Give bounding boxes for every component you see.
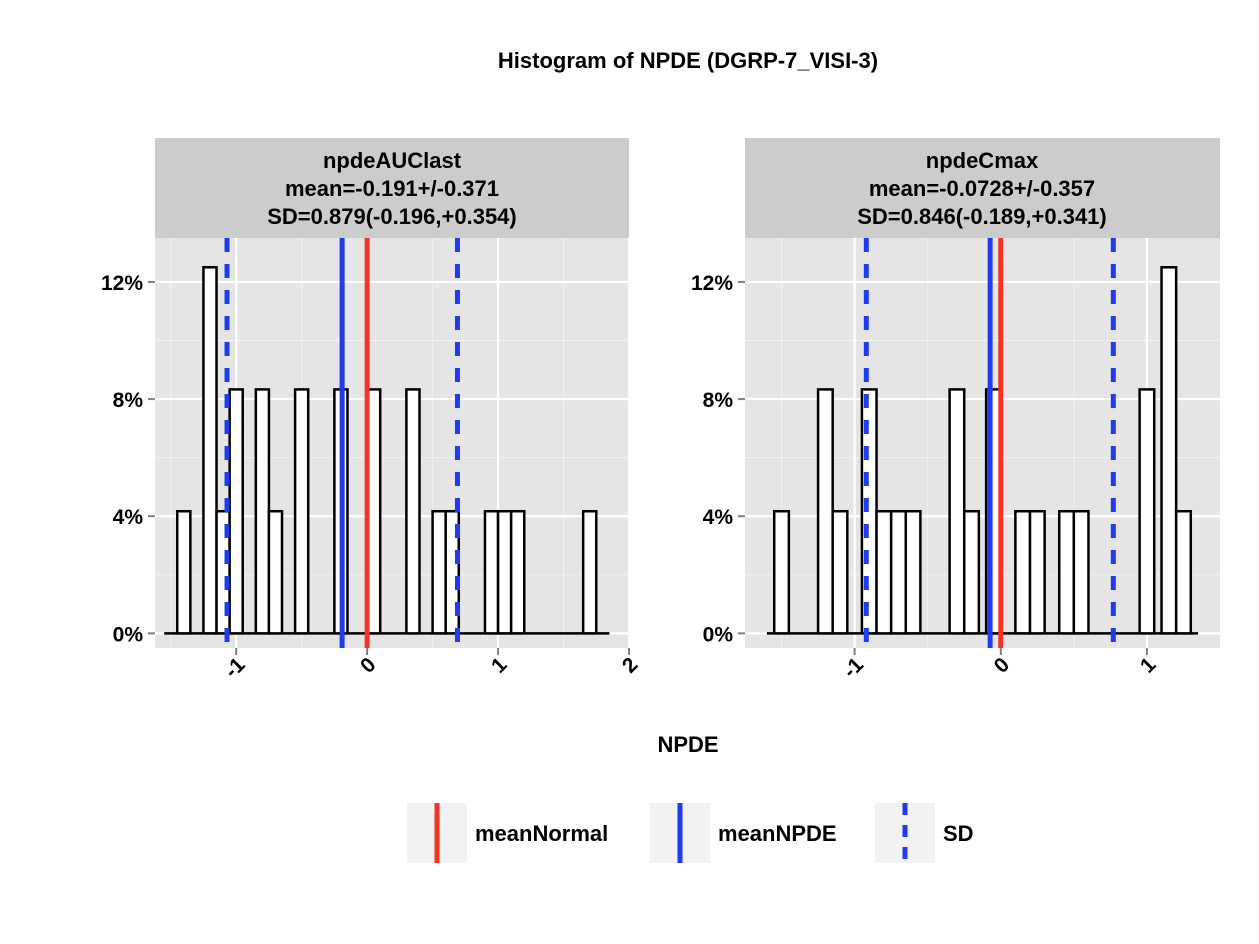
- legend-label-meannpde: meanNPDE: [718, 821, 837, 846]
- reference-lines: [224, 238, 460, 648]
- histogram-bar: [948, 388, 966, 635]
- x-tick-label: 2: [618, 653, 643, 678]
- y-tick-label: 8%: [113, 389, 144, 412]
- y-tick-label: 12%: [101, 272, 143, 295]
- y-tick-label: 0%: [113, 623, 144, 646]
- histogram-bar: [293, 388, 310, 635]
- legend-label-sd: SD: [943, 821, 974, 846]
- y-tick-label: 0%: [703, 623, 734, 646]
- histogram-bar: [405, 388, 421, 635]
- legend-item-meannormal: meanNormal: [407, 803, 608, 863]
- strip-background: [155, 138, 629, 238]
- y-axis: 0% 4% 8% 12%: [691, 272, 745, 646]
- histogram-bar: [228, 388, 244, 635]
- x-tick-label: 0: [356, 653, 381, 678]
- legend: meanNormal meanNPDE SD: [407, 803, 974, 863]
- x-axis: -1 0 1: [839, 648, 1161, 683]
- chart-title: Histogram of NPDE (DGRP-7_VISI-3): [498, 48, 878, 73]
- histogram-bar: [431, 509, 447, 635]
- x-tick-label: 0: [990, 653, 1015, 678]
- histogram-bar: [496, 509, 513, 635]
- x-axis: -1 0 1 2: [220, 648, 642, 683]
- histogram-bar: [1174, 509, 1193, 635]
- histogram-bar: [962, 509, 981, 635]
- histogram-bar: [483, 509, 500, 635]
- y-tick-label: 12%: [691, 272, 733, 295]
- x-tick-label: -1: [839, 653, 869, 683]
- histogram-bar: [1028, 509, 1046, 635]
- histogram-bar: [267, 509, 284, 635]
- x-tick-label: 1: [1136, 653, 1161, 678]
- strip-label-line-1: npdeCmax: [926, 148, 1039, 173]
- reference-lines: [863, 238, 1116, 648]
- histogram-bar: [831, 509, 849, 635]
- histogram-bar: [1057, 509, 1076, 635]
- strip-label-line-2: mean=-0.191+/-0.371: [285, 176, 499, 201]
- x-axis-label: NPDE: [657, 732, 718, 757]
- histogram-bar: [509, 509, 526, 635]
- histogram-bar: [1014, 509, 1032, 635]
- strip-background: [745, 138, 1220, 238]
- y-axis: 0% 4% 8% 12%: [101, 272, 155, 646]
- histogram-bar: [1160, 266, 1178, 635]
- strip-label-line-2: mean=-0.0728+/-0.357: [869, 176, 1095, 201]
- histogram-bar: [904, 509, 922, 635]
- histogram-bar: [176, 509, 192, 635]
- histogram-bar: [202, 266, 218, 635]
- histogram-bar: [254, 388, 271, 635]
- x-tick-label: 1: [487, 653, 512, 678]
- histogram-bar: [1072, 509, 1090, 635]
- histogram-bars: [766, 266, 1199, 635]
- legend-item-sd: SD: [875, 803, 974, 863]
- histogram-bar: [875, 509, 893, 635]
- legend-item-meannpde: meanNPDE: [650, 803, 837, 863]
- panel-npdeCmax: npdeCmax mean=-0.0728+/-0.357 SD=0.846(-…: [691, 138, 1220, 683]
- histogram-bar: [816, 388, 834, 635]
- panel-npdeAUClast: npdeAUClast mean=-0.191+/-0.371 SD=0.879…: [101, 138, 642, 683]
- y-tick-label: 4%: [703, 506, 734, 529]
- histogram-bars: [164, 266, 610, 635]
- histogram-bar: [581, 509, 598, 635]
- strip-label-line-1: npdeAUClast: [323, 148, 462, 173]
- y-tick-label: 8%: [703, 389, 734, 412]
- histogram-bar: [1138, 388, 1156, 635]
- histogram-bar: [889, 509, 908, 635]
- y-tick-label: 4%: [113, 506, 144, 529]
- strip-label-line-3: SD=0.879(-0.196,+0.354): [267, 204, 517, 229]
- strip-label-line-3: SD=0.846(-0.189,+0.341): [857, 204, 1107, 229]
- histogram-bar: [772, 509, 791, 635]
- x-tick-label: -1: [220, 653, 250, 683]
- legend-label-meannormal: meanNormal: [475, 821, 608, 846]
